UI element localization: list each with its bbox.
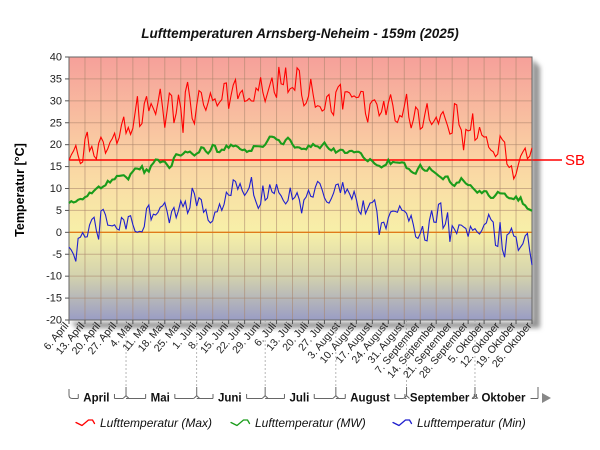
- svg-text:Juni: Juni: [218, 393, 242, 405]
- svg-text:SB: SB: [565, 152, 585, 169]
- svg-text:-5: -5: [52, 249, 62, 261]
- svg-text:Juli: Juli: [289, 393, 309, 405]
- svg-text:40: 40: [50, 52, 62, 64]
- svg-text:15: 15: [50, 161, 62, 173]
- svg-text:Lufttemperatur (Max): Lufttemperatur (Max): [100, 416, 212, 430]
- svg-text:-10: -10: [46, 271, 62, 283]
- svg-text:Mai: Mai: [151, 393, 170, 405]
- svg-text:August: August: [350, 393, 390, 405]
- svg-text:April: April: [83, 393, 109, 405]
- svg-text:Oktober: Oktober: [481, 393, 526, 405]
- svg-text:30: 30: [50, 95, 62, 107]
- svg-text:Lufttemperatur (MW): Lufttemperatur (MW): [255, 416, 366, 430]
- svg-text:5: 5: [56, 205, 62, 217]
- svg-text:10: 10: [50, 183, 62, 195]
- svg-text:September: September: [410, 393, 470, 405]
- svg-text:-15: -15: [46, 293, 62, 305]
- svg-text:0: 0: [56, 227, 62, 239]
- svg-text:35: 35: [50, 73, 62, 85]
- svg-text:Lufttemperatur (Min): Lufttemperatur (Min): [417, 416, 526, 430]
- svg-text:20: 20: [50, 139, 62, 151]
- svg-text:25: 25: [50, 117, 62, 129]
